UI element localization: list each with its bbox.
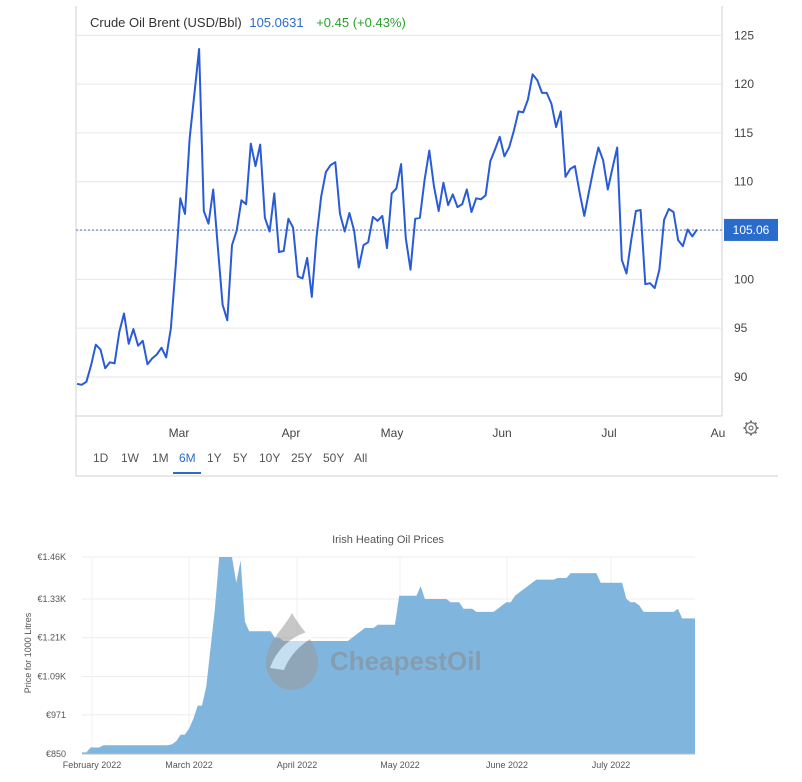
heating-x-tick-label: May 2022 xyxy=(380,760,420,770)
heating-oil-chart: Irish Heating Oil Prices Price for 1000 … xyxy=(23,534,695,770)
y-tick-label: 95 xyxy=(734,321,748,335)
timeframe-5y[interactable]: 5Y xyxy=(233,451,248,465)
last-value: 105.0631 xyxy=(249,15,303,30)
heating-x-tick-label: April 2022 xyxy=(277,760,318,770)
y-tick-label: 115 xyxy=(734,126,753,140)
price-badge-label: 105.06 xyxy=(733,223,770,237)
y-axis-ticks: 9095100105110115120125 xyxy=(734,28,754,384)
heating-y-tick-label: €1.09K xyxy=(37,671,66,681)
heating-y-tick-label: €1.21K xyxy=(37,633,66,643)
y-tick-label: 100 xyxy=(734,272,754,286)
heating-chart-title: Irish Heating Oil Prices xyxy=(332,534,444,546)
timeframe-1w[interactable]: 1W xyxy=(121,451,140,465)
timeframe-6m[interactable]: 6M xyxy=(179,451,196,465)
heating-x-tick-label: March 2022 xyxy=(165,760,213,770)
brent-chart: 9095100105110115120125 MarAprMayJunJulAu… xyxy=(75,6,778,477)
x-tick-label: Au xyxy=(711,426,726,440)
y-tick-label: 120 xyxy=(734,77,754,91)
x-tick-label: Jun xyxy=(492,426,511,440)
x-tick-label: May xyxy=(381,426,404,440)
x-tick-label: Jul xyxy=(601,426,616,440)
heating-series-area xyxy=(82,557,695,754)
timeframe-all[interactable]: All xyxy=(354,451,367,465)
heating-oil-chart-panel: Irish Heating Oil Prices Price for 1000 … xyxy=(0,520,802,782)
chart-title-text: Crude Oil Brent (USD/Bbl) xyxy=(90,15,242,30)
timeframe-1m[interactable]: 1M xyxy=(152,451,169,465)
heating-y-tick-label: €1.46K xyxy=(37,552,66,562)
heating-x-tick-label: June 2022 xyxy=(486,760,528,770)
brent-chart-panel: 9095100105110115120125 MarAprMayJunJulAu… xyxy=(75,6,778,477)
swoosh-icon xyxy=(270,629,328,670)
heating-y-ticks: €850 €971 €1.09K €1.21K €1.33K €1.46K xyxy=(37,552,66,759)
x-axis-ticks: Mar Apr May Jun Jul Au xyxy=(169,426,726,440)
y-tick-label: 90 xyxy=(734,370,748,384)
timeframe-50y[interactable]: 50Y xyxy=(323,451,344,465)
timeframe-25y[interactable]: 25Y xyxy=(291,451,312,465)
timeframe-10y[interactable]: 10Y xyxy=(259,451,280,465)
timeframe-1y[interactable]: 1Y xyxy=(207,451,222,465)
cheapestoil-watermark: CheapestOil xyxy=(266,613,482,690)
heating-x-ticks: February 2022 March 2022 April 2022 May 202… xyxy=(63,760,631,770)
heating-y-tick-label: €850 xyxy=(46,749,66,759)
heating-y-tick-label: €1.33K xyxy=(37,594,66,604)
heating-y-tick-label: €971 xyxy=(46,710,66,720)
watermark-text: CheapestOil xyxy=(330,646,482,676)
x-tick-label: Apr xyxy=(282,426,301,440)
heating-x-tick-label: February 2022 xyxy=(63,760,122,770)
gear-icon[interactable] xyxy=(743,420,759,436)
timeframe-1d[interactable]: 1D xyxy=(93,451,109,465)
y-gridlines xyxy=(76,34,722,378)
heating-x-tick-label: July 2022 xyxy=(592,760,631,770)
x-tick-label: Mar xyxy=(169,426,190,440)
heating-y-axis-label: Price for 1000 Litres xyxy=(23,612,33,693)
chart-title: Crude Oil Brent (USD/Bbl) 105.0631 +0.45… xyxy=(90,15,406,30)
y-tick-label: 125 xyxy=(734,28,754,42)
y-tick-label: 110 xyxy=(734,175,753,189)
timeframe-bar: 1D 1W 1M 6M 1Y 5Y 10Y 25Y 50Y All xyxy=(93,451,367,474)
price-badge: 105.06 xyxy=(724,218,778,241)
brent-series-line xyxy=(76,48,698,386)
price-change: +0.45 (+0.43%) xyxy=(316,15,406,30)
